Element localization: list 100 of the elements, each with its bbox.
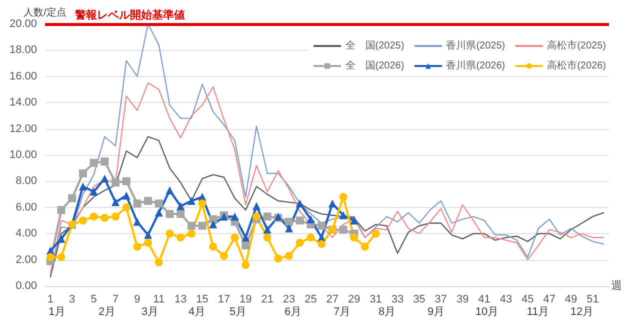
x-tick-label: 9 bbox=[134, 294, 140, 306]
point bbox=[274, 254, 282, 262]
point bbox=[285, 224, 294, 232]
text: 8月 bbox=[378, 306, 396, 318]
ref-line-label: 警報レベル開始基準値 bbox=[74, 8, 185, 22]
point bbox=[122, 203, 130, 212]
text: 6月 bbox=[284, 306, 302, 318]
point bbox=[209, 220, 218, 228]
point bbox=[296, 199, 304, 208]
point bbox=[154, 199, 163, 208]
point bbox=[78, 216, 87, 224]
point bbox=[209, 242, 218, 251]
line-series bbox=[50, 136, 604, 278]
point bbox=[230, 212, 239, 221]
point bbox=[133, 242, 142, 251]
point bbox=[122, 177, 130, 186]
point bbox=[78, 169, 87, 178]
text: 3月 bbox=[141, 306, 159, 318]
point bbox=[252, 202, 260, 210]
point bbox=[57, 253, 66, 262]
point bbox=[296, 238, 304, 247]
point bbox=[198, 222, 206, 230]
x-tick-label: 39 bbox=[456, 294, 469, 306]
x-tick-label: 37 bbox=[434, 294, 448, 306]
y-tick-label: 4.00 bbox=[16, 228, 37, 240]
point bbox=[144, 230, 152, 239]
point bbox=[360, 242, 369, 251]
line-series bbox=[50, 23, 604, 274]
y-tick-label: 20.00 bbox=[9, 18, 37, 30]
legend-label: 香川県(2026) bbox=[446, 60, 506, 72]
y-tick-label: 0.00 bbox=[16, 280, 37, 292]
x-tick-label: 15 bbox=[196, 294, 208, 306]
point bbox=[133, 199, 142, 208]
point bbox=[90, 188, 98, 196]
legend-label: 高松市(2026) bbox=[547, 60, 606, 72]
y-tick-label: 2.00 bbox=[16, 254, 37, 266]
point bbox=[318, 240, 326, 248]
text: 11月 bbox=[526, 306, 550, 318]
x-tick-label: 7 bbox=[112, 294, 119, 306]
text: 10月 bbox=[475, 306, 499, 318]
x-tick-label: 1 bbox=[47, 294, 54, 306]
point bbox=[90, 212, 98, 221]
y-tick-label: 8.00 bbox=[16, 175, 37, 188]
point bbox=[209, 215, 218, 224]
x-tick-label: 43 bbox=[500, 294, 512, 306]
x-tick-label: 29 bbox=[348, 294, 360, 306]
legend-label: 全 国(2025) bbox=[345, 40, 404, 52]
x-tick-label: 17 bbox=[218, 294, 230, 306]
x-tick-label: 47 bbox=[543, 294, 556, 306]
point bbox=[285, 252, 294, 260]
y-tick-label: 18.00 bbox=[9, 44, 37, 56]
point bbox=[318, 222, 326, 230]
legend-label: 全 国(2026) bbox=[345, 60, 404, 72]
point bbox=[57, 206, 66, 214]
point bbox=[242, 241, 250, 250]
point bbox=[46, 253, 54, 262]
point bbox=[263, 234, 272, 242]
point bbox=[112, 212, 120, 221]
legend-label: 高松市(2025) bbox=[547, 40, 606, 52]
point bbox=[112, 178, 120, 187]
x-tick-label: 21 bbox=[261, 294, 274, 306]
x-tick-label: 13 bbox=[174, 294, 187, 306]
point bbox=[100, 214, 109, 222]
point bbox=[176, 202, 185, 210]
point bbox=[112, 198, 120, 206]
x-tick-label: 41 bbox=[478, 294, 490, 306]
x-tick-label: 25 bbox=[304, 294, 317, 306]
y-tick-label: 16.00 bbox=[9, 70, 37, 82]
point bbox=[263, 212, 272, 221]
text: 5月 bbox=[229, 306, 247, 318]
text: 1月 bbox=[48, 306, 66, 318]
point bbox=[242, 261, 250, 270]
point bbox=[230, 234, 239, 242]
point bbox=[68, 194, 76, 202]
x-tick-label: 45 bbox=[522, 294, 534, 306]
x-axis-title: 週 bbox=[611, 280, 622, 292]
text: 7月 bbox=[333, 306, 351, 318]
point bbox=[306, 215, 315, 224]
x-tick-label: 33 bbox=[391, 294, 404, 306]
text: 4月 bbox=[188, 306, 206, 318]
point bbox=[350, 234, 358, 242]
y-tick-label: 6.00 bbox=[16, 201, 37, 214]
legend-label: 香川県(2025) bbox=[446, 40, 506, 52]
text: 2月 bbox=[98, 306, 116, 318]
point bbox=[372, 230, 380, 238]
y-tick-label: 14.00 bbox=[9, 96, 37, 109]
point bbox=[166, 230, 174, 238]
point bbox=[285, 218, 294, 226]
x-tick-label: 5 bbox=[90, 294, 97, 306]
point bbox=[176, 234, 185, 242]
point bbox=[133, 218, 142, 226]
point bbox=[242, 234, 250, 242]
x-tick-label: 51 bbox=[586, 294, 599, 306]
point bbox=[154, 258, 163, 266]
point bbox=[220, 252, 228, 260]
point bbox=[339, 226, 348, 234]
x-tick-label: 31 bbox=[370, 294, 382, 306]
x-tick-label: 11 bbox=[153, 294, 165, 306]
point bbox=[187, 196, 196, 205]
line-series bbox=[50, 82, 604, 275]
